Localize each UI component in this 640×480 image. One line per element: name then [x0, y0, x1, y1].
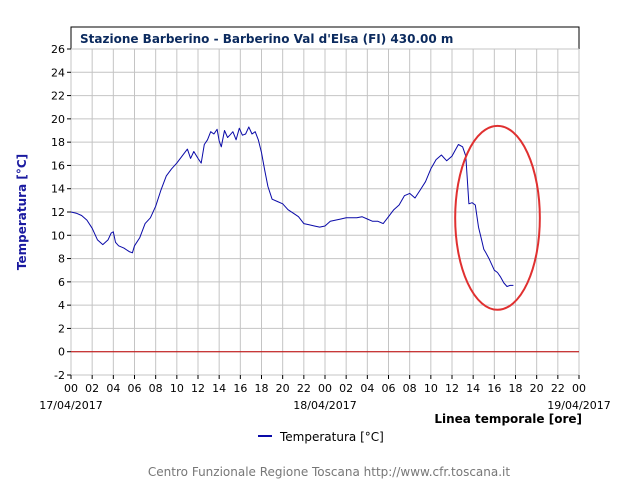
y-tick-label: 22 — [51, 90, 65, 103]
legend-label: Temperatura [°C] — [279, 430, 384, 444]
x-tick-label: 06 — [128, 382, 142, 395]
y-tick-label: 14 — [51, 183, 65, 196]
y-tick-label: 2 — [58, 322, 65, 335]
y-tick-label: 8 — [58, 253, 65, 266]
x-tick-label: 06 — [382, 382, 396, 395]
credit-text: Centro Funzionale Regione Toscana http:/… — [148, 465, 510, 479]
x-tick-label: 00 — [318, 382, 332, 395]
x-tick-label: 00 — [572, 382, 586, 395]
y-tick-label: 10 — [51, 229, 65, 242]
y-tick-label: -2 — [54, 369, 65, 382]
x-tick-label: 14 — [466, 382, 480, 395]
y-tick-label: 20 — [51, 113, 65, 126]
annotation-ellipse — [454, 124, 541, 311]
x-tick-label: 12 — [445, 382, 459, 395]
x-tick-label: 04 — [106, 382, 120, 395]
y-axis-label: Temperatura [°C] — [15, 154, 29, 270]
x-tick-label: 10 — [170, 382, 184, 395]
chart-title: Stazione Barberino - Barberino Val d'Els… — [80, 32, 453, 46]
x-tick-label: 02 — [85, 382, 99, 395]
x-tick-label: 20 — [276, 382, 290, 395]
x-tick-label: 08 — [403, 382, 417, 395]
x-tick-label: 12 — [191, 382, 205, 395]
y-tick-label: 12 — [51, 206, 65, 219]
x-axis-label: Linea temporale [ore] — [434, 412, 582, 426]
series-line-temperatura — [70, 126, 514, 287]
x-tick-label: 10 — [424, 382, 438, 395]
date-labels: 17/04/2017 18/04/2017 19/04/2017 — [39, 399, 610, 412]
x-tick-label: 02 — [339, 382, 353, 395]
date-label: 18/04/2017 — [293, 399, 356, 412]
y-tick-label: 16 — [51, 159, 65, 172]
x-tick-label: 20 — [530, 382, 544, 395]
date-label: 19/04/2017 — [547, 399, 610, 412]
series-layer — [70, 126, 514, 287]
date-label: 17/04/2017 — [39, 399, 102, 412]
y-tick-label: 18 — [51, 136, 65, 149]
x-tick-label: 18 — [255, 382, 269, 395]
x-tick-label: 22 — [551, 382, 565, 395]
x-tick-label: 22 — [297, 382, 311, 395]
x-tick-label: 00 — [64, 382, 78, 395]
y-tick-label: 6 — [58, 276, 65, 289]
y-tick-label: 4 — [58, 299, 65, 312]
y-tick-label: 26 — [51, 43, 65, 56]
x-tick-label: 14 — [212, 382, 226, 395]
x-tick-label: 08 — [149, 382, 163, 395]
x-tick-label: 04 — [360, 382, 374, 395]
x-axis-ticks: 00 02 04 06 08 10 12 14 16 18 20 22 00 02 04 06 08 10 12 14… — [64, 375, 586, 395]
y-tick-label: 0 — [58, 346, 65, 359]
x-tick-label: 16 — [233, 382, 247, 395]
x-tick-label: 16 — [487, 382, 501, 395]
x-tick-label: 18 — [509, 382, 523, 395]
y-tick-label: 24 — [51, 66, 65, 79]
